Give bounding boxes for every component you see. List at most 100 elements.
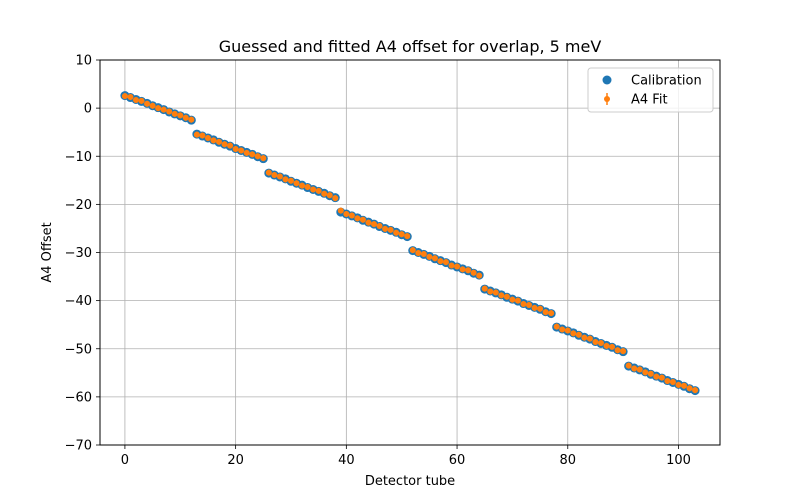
a4-fit-point: [454, 263, 461, 270]
a4-fit-point: [332, 195, 339, 202]
a4-fit-point: [138, 97, 145, 104]
a4-fit-point: [442, 259, 449, 266]
a4-fit-point: [132, 96, 139, 103]
a4-fit-point: [166, 108, 173, 115]
a4-fit-point: [177, 112, 184, 119]
a4-fit-point: [487, 288, 494, 295]
a4-fit-point: [287, 177, 294, 184]
a4-fit-point: [382, 225, 389, 232]
a4-fit-point: [387, 226, 394, 233]
a4-fit-point: [348, 212, 355, 219]
a4-fit-point: [199, 132, 206, 139]
a4-fit-point: [503, 293, 510, 300]
a4-fit-point: [548, 310, 555, 317]
a4-fit-point: [531, 304, 538, 311]
a4-fit-point: [260, 155, 267, 162]
y-tick-label: −40: [65, 294, 92, 309]
a4-fit-point: [431, 255, 438, 262]
legend-marker-a4-fit: [604, 96, 610, 102]
a4-fit-point: [559, 326, 566, 333]
a4-fit-point: [315, 187, 322, 194]
a4-fit-point: [221, 141, 228, 148]
a4-fit-point: [609, 343, 616, 350]
a4-fit-point: [354, 215, 361, 222]
legend: Calibration A4 Fit: [587, 67, 714, 113]
a4-fit-point: [636, 366, 643, 373]
a4-fit-point: [669, 378, 676, 385]
a4-fit-point: [426, 253, 433, 260]
a4-fit-point: [437, 258, 444, 265]
a4-fit-point: [498, 292, 505, 299]
a4-fit-point: [193, 131, 200, 138]
a4-fit-point: [575, 331, 582, 338]
a4-fit-point: [686, 385, 693, 392]
y-axis-label: A4 Offset: [40, 222, 55, 282]
a4-fit-point: [597, 339, 604, 346]
a4-fit-point: [647, 370, 654, 377]
a4-fit-point: [509, 296, 516, 303]
a4-fit-point: [371, 221, 378, 228]
a4-fit-point: [465, 267, 472, 274]
y-tick-label: −50: [65, 342, 92, 357]
a4-fit-point: [681, 382, 688, 389]
a4-fit-point: [265, 169, 272, 176]
x-tick-label: 20: [227, 453, 244, 468]
y-tick-label: −70: [65, 439, 92, 454]
a4-fit-point: [625, 362, 632, 369]
a4-fit-point: [592, 339, 599, 346]
y-tick-label: −30: [65, 246, 92, 261]
a4-fit-point: [182, 114, 189, 121]
a4-fit-point: [658, 374, 665, 381]
a4-fit-point: [642, 369, 649, 376]
a4-fit-point: [459, 266, 466, 273]
a4-fit-point: [586, 335, 593, 342]
a4-fit-point: [155, 105, 162, 112]
a4-fit-point: [171, 110, 178, 117]
a4-fit-point: [470, 269, 477, 276]
a4-fit-point: [365, 219, 372, 226]
y-tick-label: −60: [65, 390, 92, 405]
a4-fit-point: [149, 102, 156, 109]
legend-entry-a4-fit: A4 Fit: [631, 93, 668, 108]
a4-fit-point: [675, 381, 682, 388]
x-tick-label: 0: [121, 453, 129, 468]
a4-fit-point: [664, 377, 671, 384]
a4-fit-point: [415, 249, 422, 256]
a4-fit-point: [570, 330, 577, 337]
x-tick-label: 100: [666, 453, 691, 468]
a4-fit-point: [631, 365, 638, 372]
a4-fit-point: [692, 387, 699, 394]
a4-fit-point: [254, 153, 261, 160]
a4-fit-point: [216, 138, 223, 145]
legend-entry-calibration: Calibration: [631, 74, 702, 89]
a4-fit-point: [144, 100, 151, 107]
a4-fit-point: [409, 247, 416, 254]
a4-fit-point: [492, 289, 499, 296]
a4-fit-point: [276, 173, 283, 180]
a4-fit-point: [160, 106, 167, 113]
a4-fit-point: [653, 373, 660, 380]
a4-fit-point: [537, 305, 544, 312]
a4-fit-point: [321, 190, 328, 197]
a4-fit-point: [520, 300, 527, 307]
a4-fit-point: [376, 223, 383, 230]
a4-fit-point: [603, 342, 610, 349]
a4-fit-point: [564, 327, 571, 334]
a4-fit-point: [249, 151, 256, 158]
a4-fit-point: [526, 301, 533, 308]
a4-fit-point: [326, 192, 333, 199]
a4-fit-point: [282, 176, 289, 183]
y-tick-label: 10: [75, 54, 92, 69]
y-tick-label: −20: [65, 198, 92, 213]
a4-fit-point: [243, 149, 250, 156]
plot-area: [120, 91, 700, 396]
a4-fit-point: [238, 147, 245, 154]
a4-fit-point: [614, 347, 621, 354]
a4-fit-point: [448, 262, 455, 269]
a4-fit-point: [393, 229, 400, 236]
a4-fit-point: [420, 250, 427, 257]
a4-fit-point: [359, 216, 366, 223]
a4-fit-point: [121, 93, 128, 100]
y-tick-label: 0: [84, 102, 92, 117]
